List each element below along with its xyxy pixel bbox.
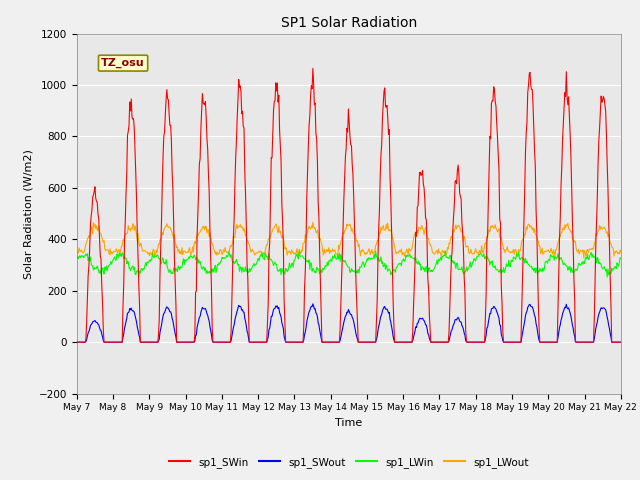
sp1_SWin: [617, 339, 625, 345]
sp1_LWin: [139, 267, 147, 273]
sp1_LWout: [309, 219, 317, 225]
sp1_SWin: [194, 210, 202, 216]
sp1_SWin: [309, 65, 317, 71]
Line: sp1_SWout: sp1_SWout: [77, 304, 621, 342]
sp1_LWout: [416, 225, 424, 230]
Line: sp1_LWin: sp1_LWin: [77, 251, 621, 277]
sp1_LWin: [617, 255, 625, 261]
sp1_LWout: [83, 240, 90, 246]
sp1_LWout: [431, 250, 439, 255]
sp1_LWout: [580, 255, 588, 261]
sp1_SWin: [223, 339, 230, 345]
sp1_LWout: [223, 249, 230, 255]
sp1_SWout: [431, 339, 439, 345]
sp1_SWin: [139, 339, 147, 345]
sp1_SWin: [73, 339, 81, 345]
Legend: sp1_SWin, sp1_SWout, sp1_LWin, sp1_LWout: sp1_SWin, sp1_SWout, sp1_LWin, sp1_LWout: [165, 453, 532, 472]
sp1_SWout: [73, 339, 81, 345]
sp1_SWin: [83, 319, 90, 325]
sp1_LWout: [139, 248, 147, 254]
sp1_LWin: [416, 262, 424, 268]
sp1_SWout: [194, 321, 202, 327]
Text: TZ_osu: TZ_osu: [101, 58, 145, 68]
sp1_SWin: [416, 169, 424, 175]
sp1_LWin: [73, 256, 81, 262]
sp1_LWin: [83, 252, 90, 258]
X-axis label: Time: Time: [335, 418, 362, 428]
sp1_SWout: [139, 339, 147, 345]
sp1_SWout: [223, 339, 230, 345]
Line: sp1_LWout: sp1_LWout: [77, 222, 621, 258]
sp1_SWout: [83, 336, 90, 342]
sp1_LWin: [296, 248, 303, 254]
sp1_SWout: [416, 315, 424, 321]
sp1_LWin: [604, 274, 611, 280]
sp1_LWin: [194, 261, 202, 266]
sp1_LWin: [431, 263, 439, 268]
sp1_LWout: [73, 250, 81, 256]
sp1_LWout: [194, 233, 202, 239]
sp1_SWout: [309, 301, 317, 307]
sp1_LWout: [617, 249, 625, 255]
sp1_LWin: [223, 252, 230, 258]
sp1_SWin: [431, 339, 439, 345]
Title: SP1 Solar Radiation: SP1 Solar Radiation: [281, 16, 417, 30]
sp1_SWout: [617, 339, 625, 345]
Line: sp1_SWin: sp1_SWin: [77, 68, 621, 342]
Y-axis label: Solar Radiation (W/m2): Solar Radiation (W/m2): [23, 149, 33, 278]
